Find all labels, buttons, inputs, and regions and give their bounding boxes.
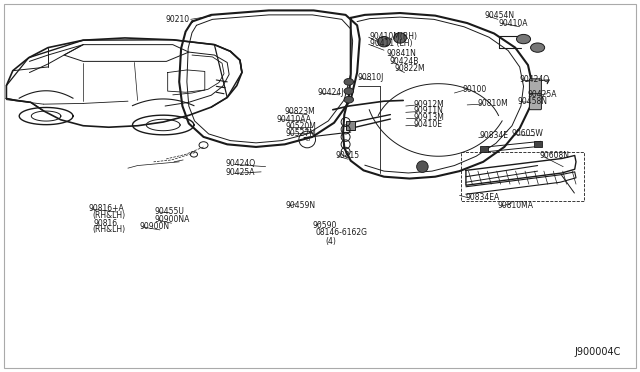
Text: 90834E: 90834E [480,131,509,140]
Text: J900004C: J900004C [575,347,621,357]
Text: 08146-6162G: 08146-6162G [316,228,367,237]
Text: 90841N: 90841N [387,49,417,58]
Text: (4): (4) [325,237,336,246]
Text: 90410M(RH): 90410M(RH) [370,32,418,41]
Ellipse shape [344,88,354,94]
Text: 90424J: 90424J [317,88,344,97]
Text: (RH&LH): (RH&LH) [92,211,125,219]
Text: 90900N: 90900N [140,222,170,231]
Text: 90410A: 90410A [499,19,528,28]
Bar [534,141,542,147]
Text: 90810M: 90810M [477,99,508,108]
Text: 90912M: 90912M [413,100,444,109]
Bar [480,146,488,152]
Circle shape [417,161,428,172]
Ellipse shape [394,33,406,43]
Text: 90100: 90100 [462,85,486,94]
Text: 90425A: 90425A [528,90,557,99]
Ellipse shape [344,78,354,85]
Text: 90605W: 90605W [512,129,544,138]
Text: 90810J: 90810J [357,73,383,82]
FancyBboxPatch shape [529,94,541,110]
Text: 90816+A: 90816+A [88,204,124,213]
Text: 90411 (LH): 90411 (LH) [370,39,412,48]
Text: 90459N: 90459N [285,201,316,210]
Ellipse shape [344,96,354,103]
Text: 90410E: 90410E [413,120,442,129]
Text: 90815: 90815 [335,151,360,160]
Text: 90608N: 90608N [540,151,570,160]
FancyBboxPatch shape [529,79,541,95]
Text: 90210: 90210 [165,15,189,24]
Ellipse shape [531,43,545,52]
Text: 90911N: 90911N [413,106,444,115]
Text: 90913M: 90913M [413,113,444,122]
Text: 90822M: 90822M [394,64,425,73]
Text: 90590: 90590 [312,221,337,230]
Text: 90425A: 90425A [225,168,255,177]
Text: 90424Q: 90424Q [225,159,255,168]
Text: (RH&LH): (RH&LH) [92,225,125,234]
Text: 90900NA: 90900NA [155,215,190,224]
Text: B: B [305,137,309,142]
Text: 90520M: 90520M [285,122,316,131]
Text: 90823M: 90823M [285,107,316,116]
Text: 90458N: 90458N [517,97,547,106]
Text: 90455U: 90455U [155,207,185,216]
Text: 90527M: 90527M [285,129,316,138]
Text: 90424Q: 90424Q [520,76,550,84]
Ellipse shape [378,36,390,47]
Text: 90454N: 90454N [484,11,515,20]
Text: 90810MA: 90810MA [498,201,534,210]
Ellipse shape [516,35,531,44]
Text: 90816: 90816 [93,219,118,228]
Bar [346,121,355,130]
Text: 90834EA: 90834EA [466,193,500,202]
Bar [461,152,584,201]
Text: 90410AA: 90410AA [276,115,312,124]
Text: 90424B: 90424B [389,57,419,65]
